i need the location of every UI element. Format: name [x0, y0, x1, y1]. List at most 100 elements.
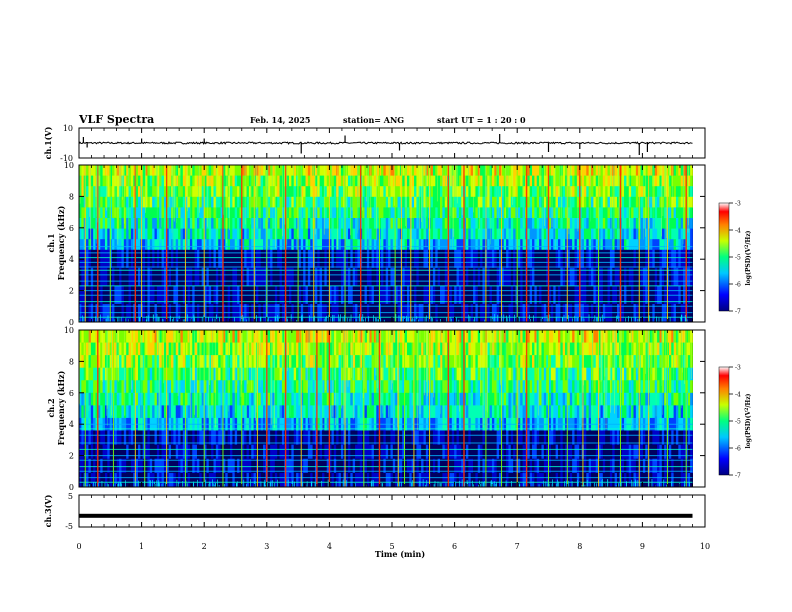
spec-cell — [579, 175, 582, 187]
spec-cell — [244, 165, 247, 176]
spec-cell — [468, 392, 472, 406]
spec-cell — [345, 249, 349, 269]
spec-cell — [390, 392, 394, 406]
spec-cell — [239, 228, 243, 240]
spec-cell — [470, 367, 474, 381]
spec-cell — [347, 239, 351, 251]
spec-cell — [642, 217, 646, 229]
spec-cell — [215, 196, 219, 208]
spec-cell — [90, 392, 94, 406]
spec-cell — [166, 217, 170, 229]
spec-cell — [574, 217, 578, 229]
spec-cell — [687, 249, 691, 269]
spec-cell — [473, 249, 476, 269]
spec-cell — [218, 405, 221, 419]
spec-cell — [631, 239, 634, 251]
spec-cell — [180, 207, 184, 219]
spec-cell — [194, 165, 198, 176]
spec-cell — [130, 207, 134, 219]
spec-cell — [185, 165, 188, 176]
spec-cell — [291, 165, 295, 176]
spec-cell — [591, 239, 594, 251]
spec-cell — [553, 249, 557, 269]
spec-cell — [678, 196, 682, 208]
spec-cell — [527, 303, 531, 323]
spec-cell — [147, 380, 151, 394]
spec-cell — [373, 267, 377, 287]
spec-cell — [331, 165, 335, 176]
spec-cell — [185, 186, 188, 198]
spec-cell — [88, 217, 92, 229]
spec-cell — [289, 267, 292, 287]
spec-cell — [97, 342, 101, 356]
spec-cell — [432, 239, 436, 251]
spec-cell — [121, 196, 125, 208]
spec-cell — [425, 228, 429, 240]
spec-cell — [130, 186, 134, 198]
spec-cell — [562, 249, 566, 269]
spec-cell — [458, 355, 462, 369]
spec-cell — [213, 239, 217, 251]
spec-cell — [423, 207, 427, 219]
spec-cell — [244, 196, 247, 208]
spec-cell — [300, 330, 304, 343]
spec-cell — [322, 175, 325, 187]
spec-cell — [487, 249, 490, 269]
spec-cell — [340, 165, 344, 176]
spec-cell — [404, 330, 408, 343]
spec-cell — [121, 228, 125, 240]
spec-cell — [90, 330, 94, 343]
spec-cell — [135, 355, 139, 369]
spec-cell — [137, 196, 141, 208]
spec-cell — [189, 196, 193, 208]
spec-cell — [463, 228, 467, 240]
spec-cell — [458, 392, 462, 406]
spec-cell — [383, 267, 387, 287]
spec-cell — [418, 239, 422, 251]
spec-cell — [595, 165, 599, 176]
spec-cell — [263, 249, 266, 269]
spec-cell — [421, 380, 424, 394]
spec-cell — [232, 405, 236, 419]
spec-cell — [279, 239, 283, 251]
spec-cell — [395, 392, 398, 406]
spec-cell — [123, 196, 127, 208]
spec-cell — [152, 239, 155, 251]
spec-cell — [123, 267, 127, 287]
spec-cell — [668, 239, 672, 251]
spec-cell — [270, 303, 273, 323]
spec-cell — [635, 207, 639, 219]
spec-cell — [123, 367, 127, 381]
spec-cell — [529, 303, 533, 323]
spec-cell — [560, 267, 564, 287]
spec-cell — [314, 165, 318, 176]
spec-cell — [145, 228, 148, 240]
spec-cell — [595, 303, 599, 323]
spec-cell — [586, 196, 590, 208]
spec-cell — [175, 239, 179, 251]
spec-cell — [281, 303, 285, 323]
spec-cell — [175, 267, 179, 287]
spec-cell — [317, 217, 321, 229]
spec-cell — [232, 267, 236, 287]
spec-cell — [326, 367, 330, 381]
spec-cell — [333, 303, 337, 323]
spec-cell — [133, 392, 137, 406]
spec-cell — [536, 303, 540, 323]
spec-cell — [605, 196, 608, 208]
spec-cell — [432, 303, 436, 323]
spec-cell — [598, 165, 601, 176]
spec-cell — [345, 330, 349, 343]
spec-cell — [263, 405, 266, 419]
spec-cell — [574, 207, 578, 219]
spec-cell — [397, 186, 401, 198]
spec-cell — [310, 405, 313, 419]
spec-cell — [449, 342, 453, 356]
spec-cell — [130, 175, 134, 187]
spec-cell — [355, 249, 358, 269]
spec-cell — [411, 342, 415, 356]
spec-cell — [310, 330, 313, 343]
spec-cell — [680, 165, 684, 176]
spec-cell — [383, 207, 387, 219]
spec-cell — [626, 267, 630, 287]
